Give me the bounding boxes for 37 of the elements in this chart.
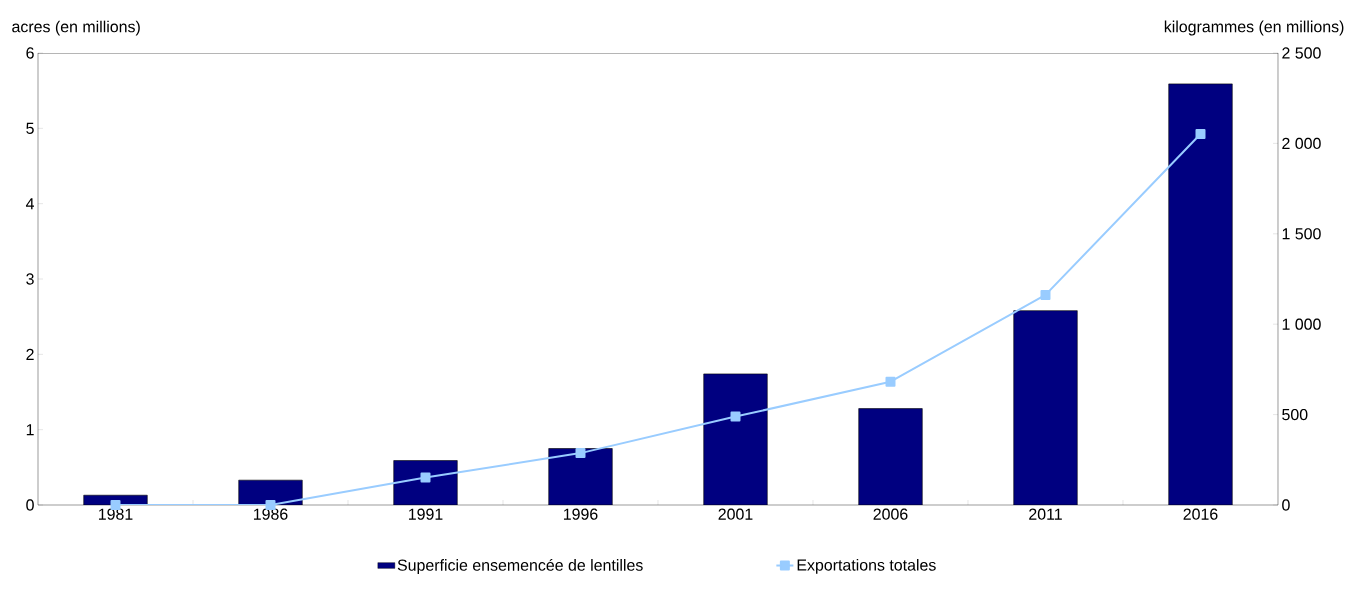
- x-tick-label: 1981: [98, 508, 133, 520]
- y2-tick-label: 1 500: [1282, 228, 1321, 240]
- point: [575, 448, 586, 459]
- y-tick-label: 1: [26, 424, 34, 436]
- y-tick-label: 6: [26, 47, 34, 59]
- x-tick-label: 2001: [718, 508, 753, 520]
- x-tick-label: 1986: [253, 508, 288, 520]
- x-tick-label: 1996: [563, 508, 598, 520]
- point: [885, 376, 896, 387]
- y-tick-label: 0: [26, 499, 34, 511]
- bar: [1013, 310, 1078, 505]
- x-tick-label: 2006: [873, 508, 908, 520]
- point: [420, 472, 431, 483]
- y-tick-label: 2: [26, 348, 34, 360]
- x-tick-label: 2016: [1183, 508, 1218, 520]
- y-tick-label: 4: [25, 198, 35, 210]
- x-tick-label: 1991: [408, 508, 443, 520]
- bar: [393, 460, 458, 505]
- y-axis-title: acres (en millions): [12, 20, 140, 36]
- bar: [548, 448, 613, 505]
- y2-tick-label: 0: [1282, 499, 1290, 511]
- y-tick-label: 5: [26, 122, 34, 134]
- legend-label: Superficie ensemencée de lentilles: [397, 558, 643, 574]
- point: [1195, 129, 1206, 139]
- y2-tick-label: 500: [1282, 408, 1308, 421]
- bar: [703, 373, 768, 505]
- y2-tick-label: 1 000: [1282, 318, 1321, 330]
- point: [730, 411, 741, 422]
- x-tick-label: 2011: [1029, 508, 1062, 520]
- point: [1040, 289, 1051, 300]
- y2-tick-label: 2 500: [1282, 47, 1321, 59]
- y2-axis-title: kilogrammes (en millions): [1164, 20, 1344, 36]
- y-tick-label: 3: [26, 273, 34, 285]
- bar: [1168, 83, 1233, 505]
- y2-tick-label: 2 000: [1282, 137, 1321, 150]
- legend-label: Exportations totales: [797, 559, 936, 574]
- bar: [858, 408, 923, 505]
